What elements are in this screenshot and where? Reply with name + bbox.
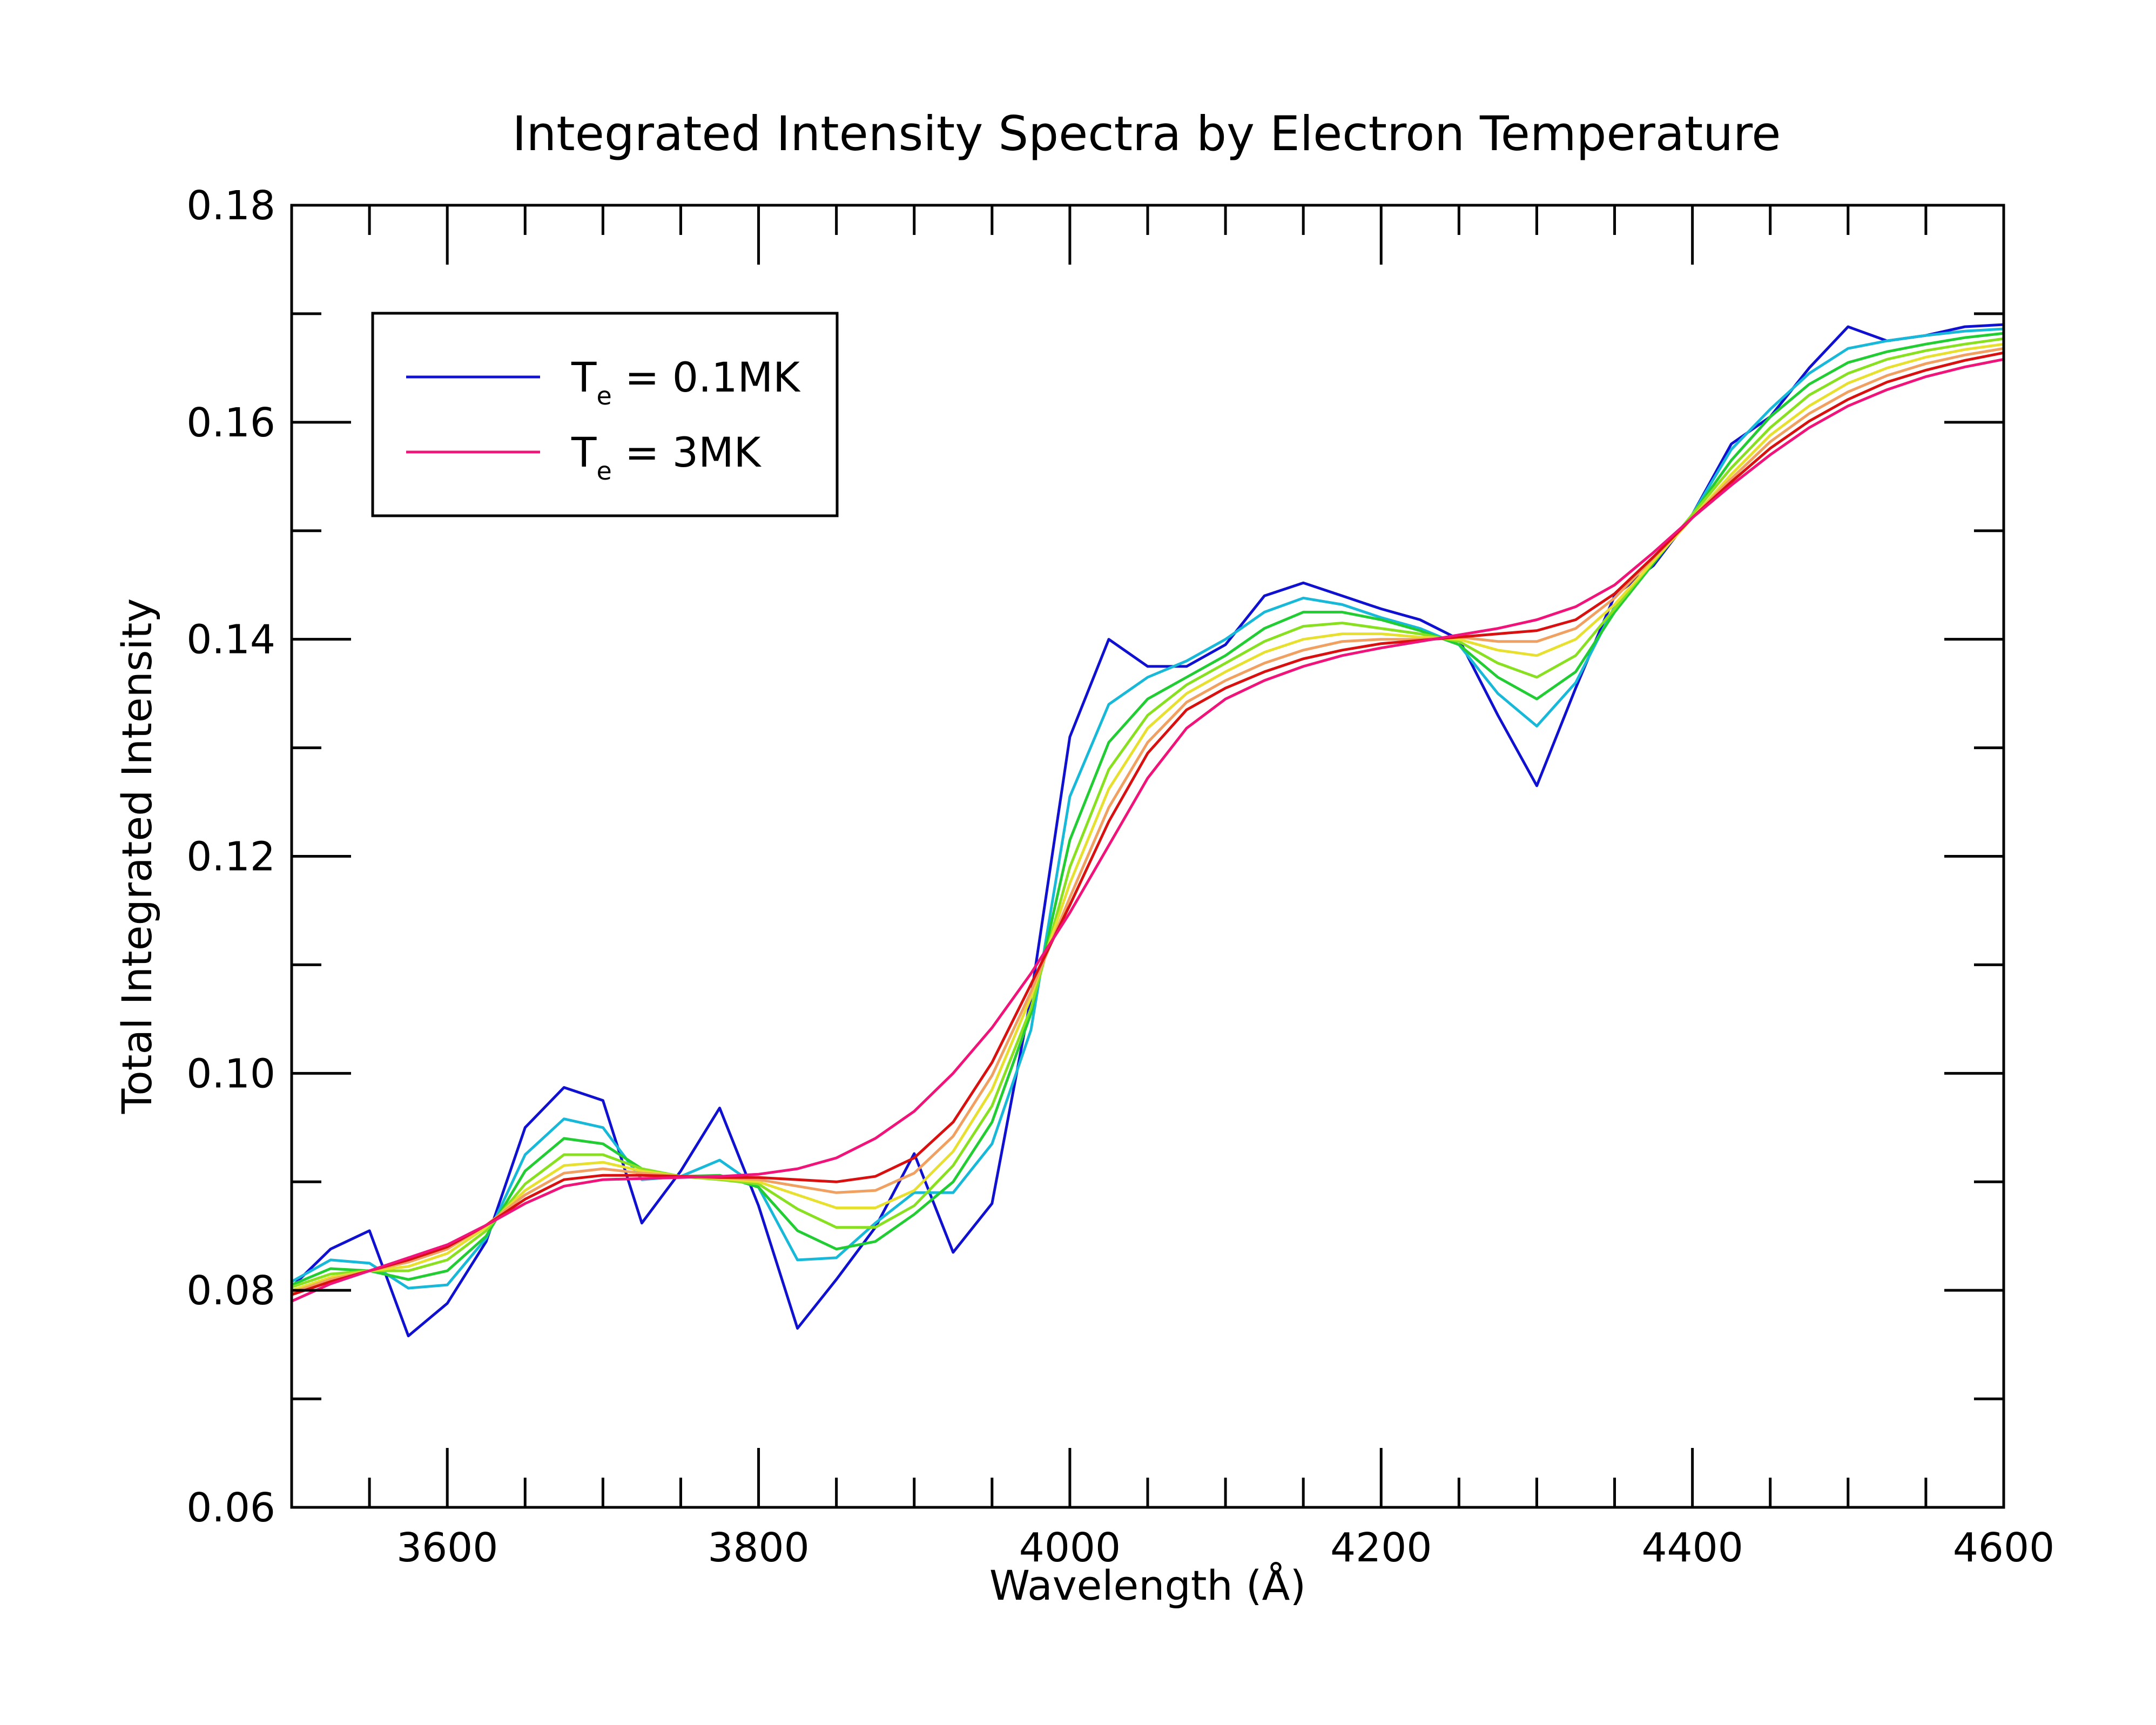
y-tick-label: 0.06 (186, 1485, 275, 1531)
legend-label-0-sub: e (596, 381, 611, 410)
series-line-0 (291, 323, 2004, 1338)
legend-label-1-rest: = 3MK (612, 428, 762, 476)
y-tick-label: 0.08 (186, 1268, 275, 1314)
x-tick-label: 4000 (1019, 1525, 1121, 1571)
x-axis-label: Wavelength (Å) (989, 1561, 1306, 1609)
legend-label-0-rest: = 0.1MK (612, 353, 801, 401)
series-layer (291, 323, 2004, 1338)
y-axis-label: Total Integrated Intensity (113, 598, 161, 1115)
series-line-4 (291, 342, 2004, 1292)
series-line-2 (291, 332, 2004, 1286)
series-line-1 (291, 327, 2004, 1290)
y-tick-label: 0.14 (186, 617, 275, 663)
y-tick-label: 0.10 (186, 1050, 275, 1097)
x-tick-label: 4600 (1953, 1525, 2054, 1571)
legend-label-0-main: T (571, 353, 597, 401)
plot-frame (290, 204, 2005, 1509)
y-tick-label: 0.12 (186, 834, 275, 880)
legend: Te = 0.1MK Te = 3MK (371, 312, 839, 517)
y-tick-labels: 0.06 0.08 0.10 0.12 0.14 0.16 0.18 (186, 183, 275, 1531)
x-tick-label: 4200 (1330, 1525, 1432, 1571)
x-tick-label: 3800 (708, 1525, 809, 1571)
y-tick-label: 0.16 (186, 400, 275, 446)
legend-label-0: Te = 0.1MK (571, 353, 801, 410)
legend-label-1-main: T (571, 428, 597, 476)
chart-title: Integrated Intensity Spectra by Electron… (513, 106, 1781, 161)
series-line-6 (291, 351, 2004, 1296)
x-tick-labels: 3600 3800 4000 4200 4400 4600 (396, 1525, 2054, 1571)
legend-box (371, 312, 839, 517)
legend-label-1: Te = 3MK (571, 428, 762, 486)
series-line-5 (291, 347, 2004, 1294)
series-line-3 (291, 337, 2004, 1289)
y-tick-label: 0.18 (186, 183, 275, 229)
x-tick-label: 3600 (396, 1525, 498, 1571)
series-line-7 (291, 358, 2004, 1303)
ticks-layer (290, 204, 2005, 1509)
x-tick-label: 4400 (1641, 1525, 1743, 1571)
legend-label-1-sub: e (596, 456, 611, 486)
